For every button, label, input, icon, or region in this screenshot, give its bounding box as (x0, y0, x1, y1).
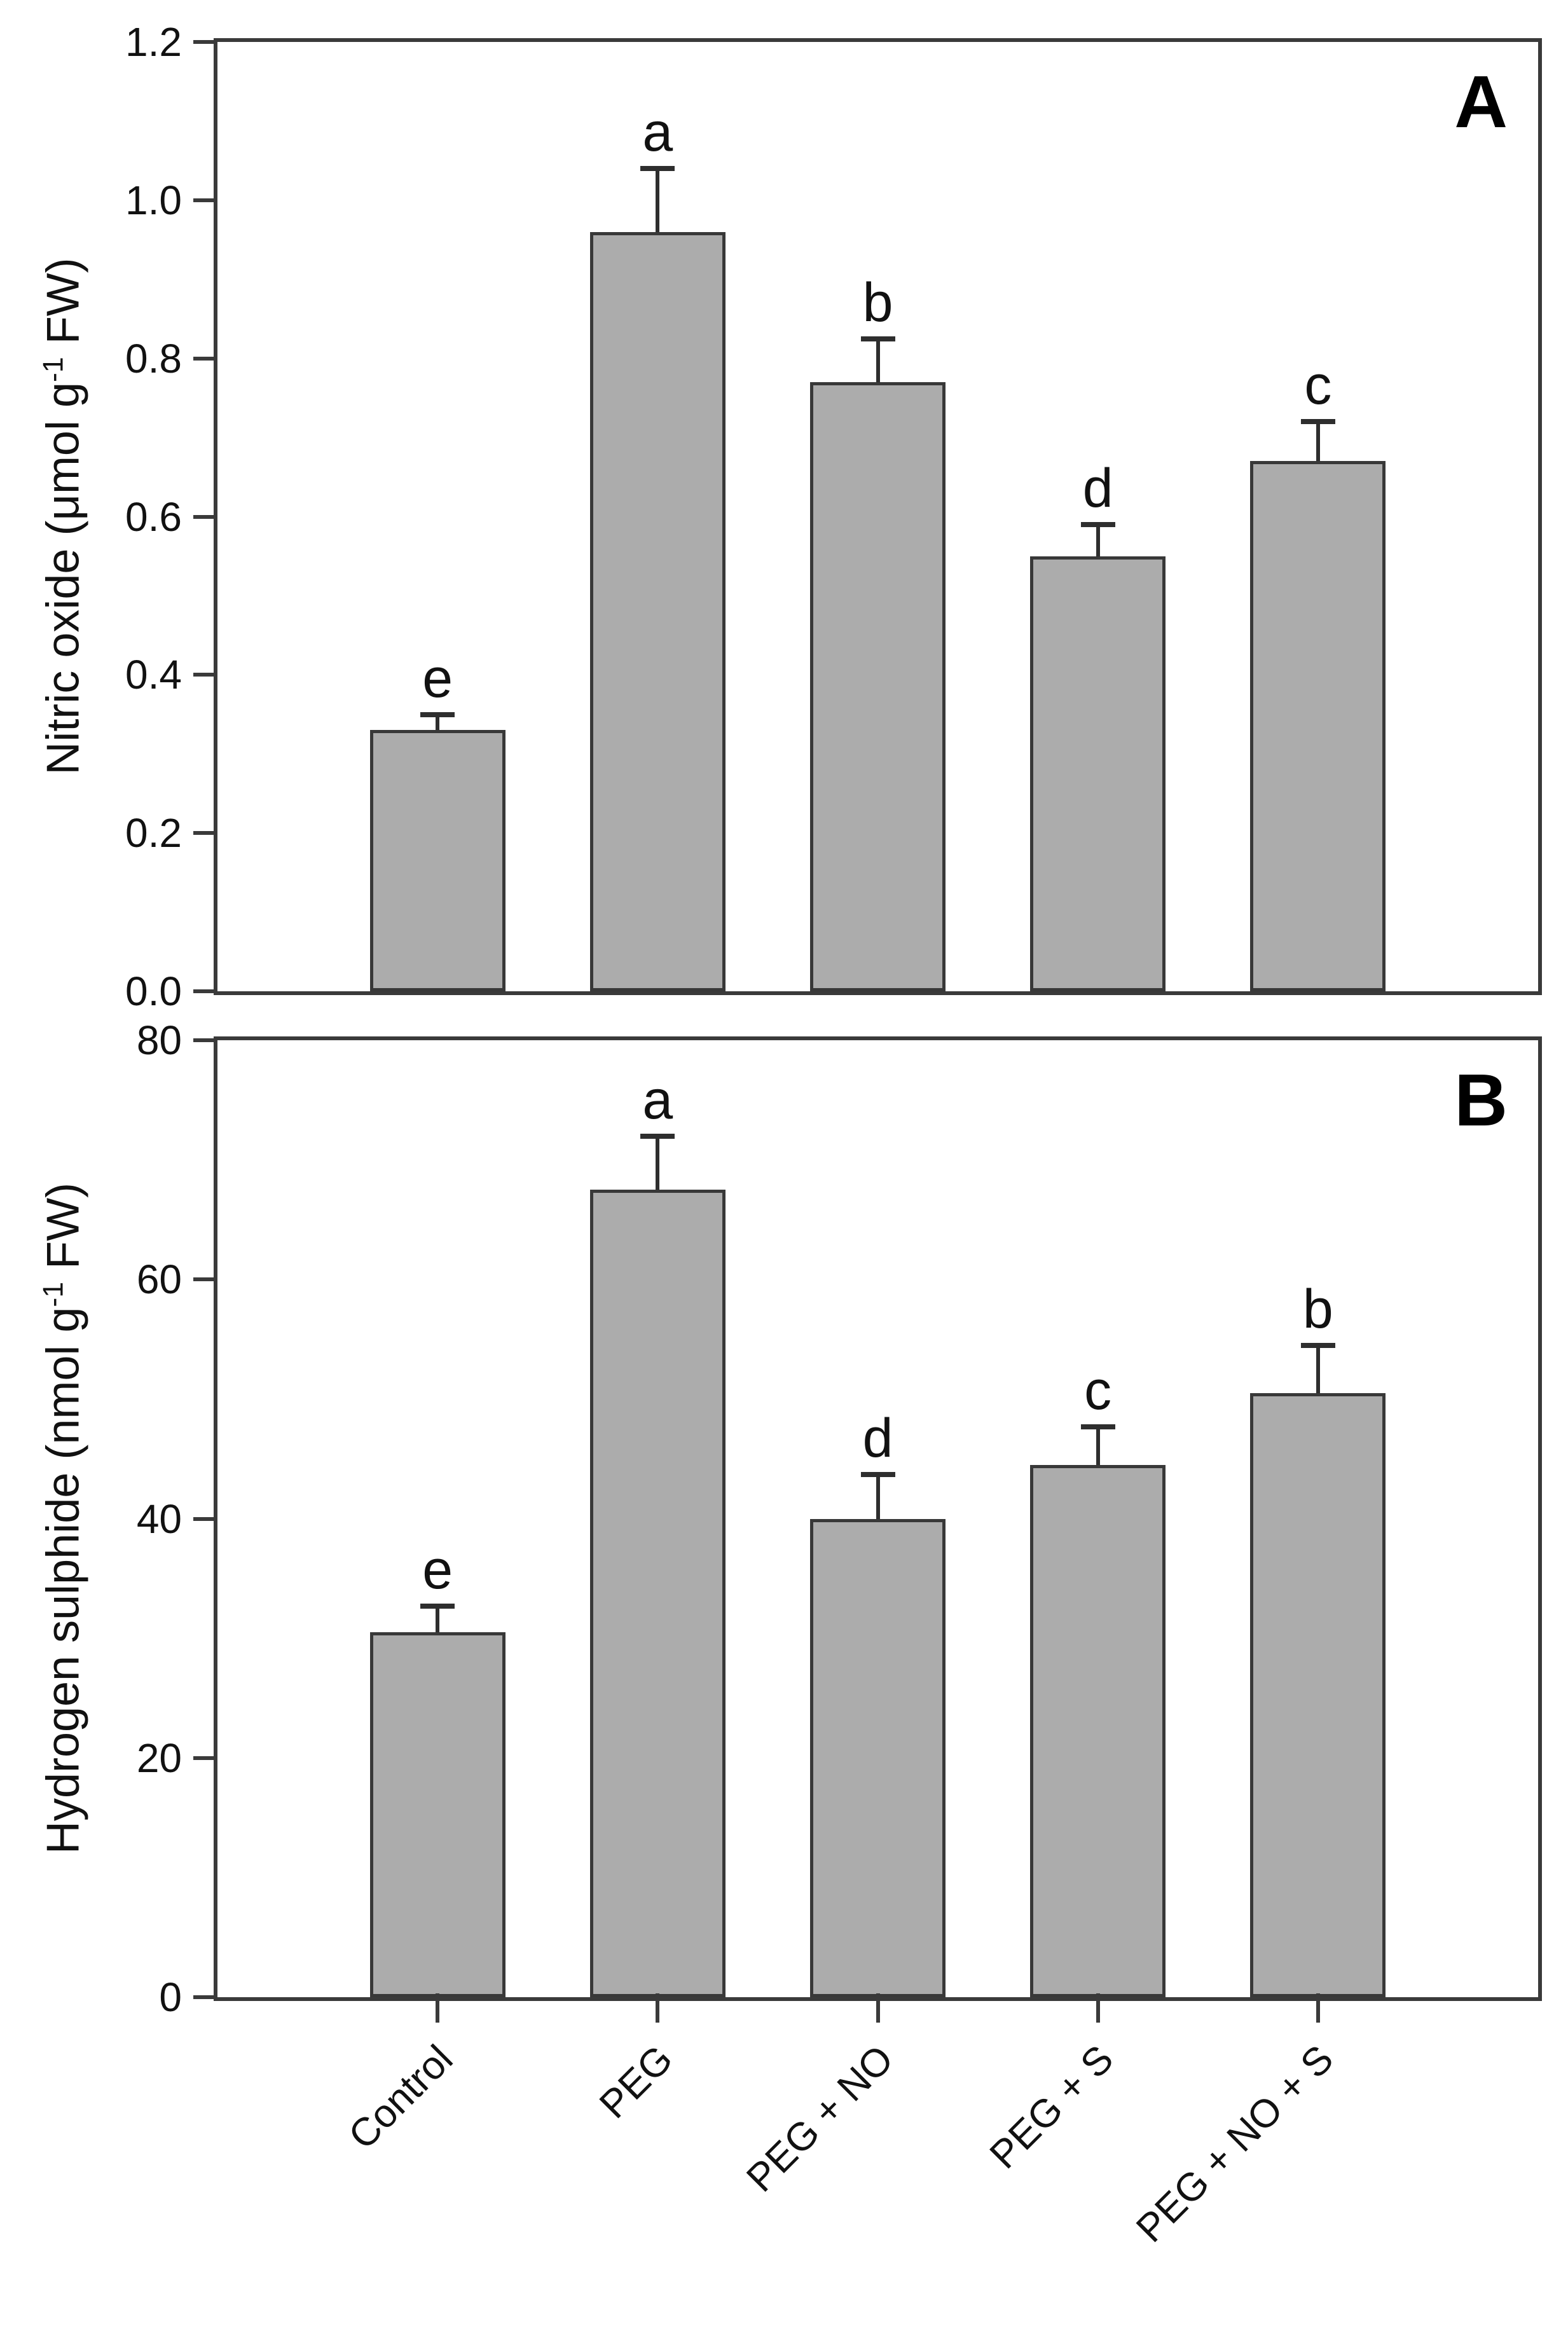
y-tick-label-0.0: 0.0 (125, 968, 182, 1014)
bar-control (369, 730, 505, 991)
bar-peg-s (1030, 1464, 1166, 1997)
error-bar-line-control (436, 1606, 440, 1633)
panel-letter-b: B (1454, 1059, 1508, 1141)
bar-peg (589, 231, 726, 991)
error-bar-cap-peg-no-s (1300, 419, 1335, 425)
y-tick-60 (193, 1277, 214, 1282)
y-axis-label-text: Nitric oxide (μmol g (38, 382, 89, 775)
significance-letter-peg-s: d (1082, 457, 1113, 519)
y-tick-label-0.6: 0.6 (125, 493, 182, 540)
y-tick-label-80: 80 (136, 1017, 182, 1063)
bar-peg-no-s (1250, 1392, 1386, 1997)
panel-b-y-axis-label: Hydrogen sulphide (nmol g-1 FW) (30, 1183, 88, 1854)
y-tick-0 (193, 1995, 214, 1999)
y-axis-label-superscript: -1 (38, 1281, 69, 1307)
significance-letter-peg-no-s: c (1304, 355, 1332, 416)
error-bar-cap-peg (640, 166, 675, 172)
x-tick-control (436, 1993, 440, 2023)
error-bar-line-peg-no (876, 1474, 880, 1519)
y-tick-label-0.8: 0.8 (125, 335, 182, 382)
x-tick-peg-no (876, 1993, 880, 2023)
significance-letter-peg: a (642, 102, 673, 163)
y-tick-1.0 (193, 198, 214, 202)
error-bar-line-peg (656, 168, 660, 232)
x-tick-peg-s (1096, 1993, 1100, 2023)
bar-peg-no-s (1250, 461, 1386, 991)
y-tick-label-0: 0 (159, 1974, 182, 2020)
y-tick-label-40: 40 (136, 1496, 182, 1542)
significance-letter-control: e (422, 1539, 453, 1600)
y-tick-label-0.2: 0.2 (125, 810, 182, 856)
error-bar-cap-peg-s (1080, 1424, 1115, 1429)
error-bar-line-peg-s (1096, 1426, 1100, 1465)
y-axis-label-text: Hydrogen sulphide (nmol g (38, 1307, 89, 1855)
y-tick-20 (193, 1756, 214, 1760)
error-bar-cap-peg (640, 1133, 675, 1139)
y-tick-label-20: 20 (136, 1735, 182, 1781)
bar-peg-no (810, 1518, 946, 1997)
y-tick-0.2 (193, 831, 214, 835)
bar-peg-s (1030, 556, 1166, 991)
significance-letter-peg-no-s: b (1302, 1278, 1333, 1340)
x-tick-peg-no-s (1316, 1993, 1320, 2023)
y-tick-0.8 (193, 356, 214, 361)
error-bar-line-peg (656, 1136, 660, 1190)
error-bar-line-peg-no-s (1316, 1345, 1320, 1393)
y-tick-0.6 (193, 514, 214, 519)
y-tick-label-0.4: 0.4 (125, 652, 182, 698)
y-tick-80 (193, 1038, 214, 1042)
bar-peg-no (810, 382, 946, 991)
y-tick-label-60: 60 (136, 1256, 182, 1303)
error-bar-cap-peg-no (860, 336, 895, 341)
significance-letter-peg-s: c (1084, 1359, 1112, 1421)
y-axis-label-text: FW) (38, 1182, 89, 1282)
panel-a-plot-area: e a b d c 0.0 0.2 0.4 0.6 0.8 1.0 1.2 A (125, 20, 1542, 1013)
error-bar-line-peg-no-s (1316, 422, 1320, 462)
error-bar-cap-peg-no-s (1300, 1342, 1335, 1348)
x-tick-peg (656, 1993, 660, 2023)
error-bar-cap-peg-s (1080, 521, 1115, 527)
y-tick-label-1.2: 1.2 (125, 19, 182, 65)
error-bar-line-peg-s (1096, 524, 1100, 556)
error-bar-line-peg-no (876, 338, 880, 382)
y-tick-1.2 (193, 40, 214, 44)
error-bar-cap-peg-no (860, 1471, 895, 1477)
panel-a-y-axis-label: Nitric oxide (μmol g-1 FW) (30, 258, 88, 774)
y-tick-40 (193, 1516, 214, 1521)
error-bar-line-control (436, 714, 440, 731)
panel-letter-a: A (1454, 60, 1508, 143)
y-tick-label-1.0: 1.0 (125, 177, 182, 223)
error-bar-cap-control (420, 712, 455, 717)
y-axis-label-text: FW) (38, 258, 89, 357)
y-tick-0.4 (193, 673, 214, 677)
significance-letter-control: e (422, 647, 453, 709)
bar-peg (589, 1190, 726, 1997)
y-axis-label-superscript: -1 (38, 357, 69, 382)
significance-letter-peg-no: b (862, 272, 893, 333)
significance-letter-peg: a (642, 1069, 673, 1131)
error-bar-cap-control (420, 1603, 455, 1609)
bar-control (369, 1632, 505, 1997)
significance-letter-peg-no: d (862, 1407, 893, 1469)
y-tick-0.0 (193, 989, 214, 993)
